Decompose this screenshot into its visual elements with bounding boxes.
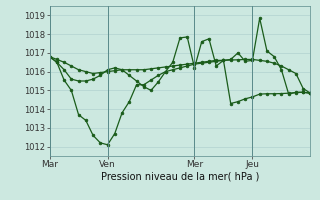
X-axis label: Pression niveau de la mer( hPa ): Pression niveau de la mer( hPa ) — [101, 172, 259, 182]
